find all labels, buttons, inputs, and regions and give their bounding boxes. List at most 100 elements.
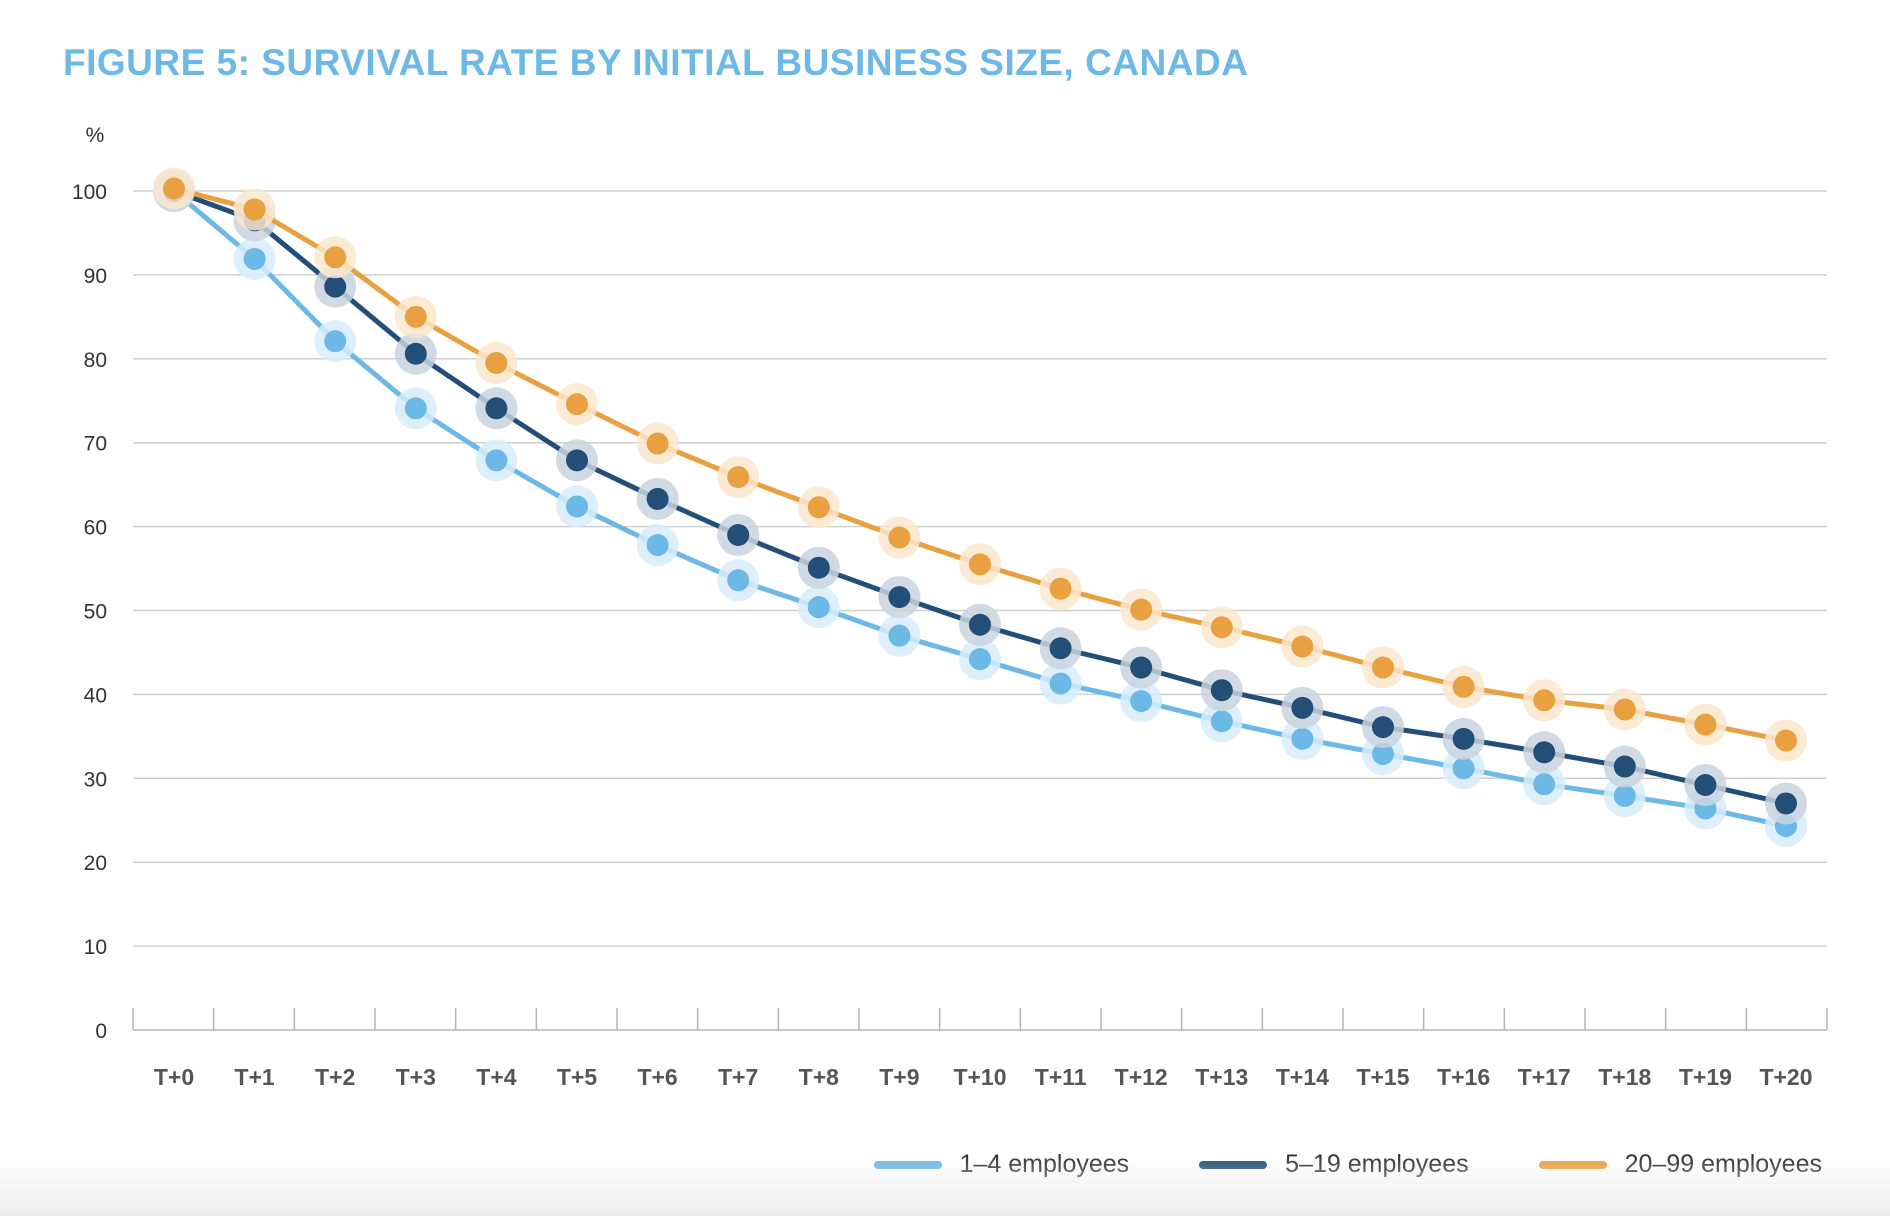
data-point	[1533, 773, 1556, 796]
x-tick-label: T+0	[154, 1064, 194, 1090]
data-point	[727, 523, 750, 546]
x-tick-label: T+20	[1759, 1064, 1812, 1090]
x-tick-label: T+6	[637, 1064, 677, 1090]
data-point	[1372, 742, 1394, 765]
x-tick-label: T+7	[718, 1064, 758, 1090]
y-tick-label: 90	[84, 265, 107, 288]
y-tick-label: 0	[95, 1020, 107, 1043]
data-point	[646, 432, 669, 455]
x-tick-label: T+8	[799, 1064, 839, 1090]
data-point	[485, 397, 508, 420]
data-point	[566, 449, 588, 472]
data-point	[1291, 727, 1314, 750]
series-line	[172, 189, 1787, 829]
y-tick-label: 60	[84, 517, 107, 540]
data-point	[1130, 690, 1153, 713]
data-point	[807, 496, 830, 519]
series-2	[153, 167, 1807, 762]
series-group	[153, 167, 1807, 848]
data-point	[1694, 774, 1717, 797]
data-point	[888, 526, 911, 549]
data-point	[807, 556, 830, 579]
data-point	[404, 342, 427, 365]
data-point	[646, 487, 669, 510]
data-point	[566, 393, 588, 416]
x-tick-label: T+17	[1518, 1064, 1571, 1090]
x-tick-label: T+3	[396, 1064, 436, 1090]
data-point	[324, 330, 347, 353]
data-point	[969, 553, 991, 576]
data-point	[1775, 729, 1797, 752]
y-axis: % 0 10 20 30 40 50 60 70 80 90 100	[72, 124, 107, 1043]
data-point	[807, 596, 830, 619]
data-point	[1452, 757, 1475, 780]
y-tick-label: 80	[84, 349, 107, 372]
x-tick-label: T+9	[879, 1064, 919, 1090]
y-tick-label: 20	[84, 852, 107, 875]
data-point	[1533, 741, 1556, 764]
y-tick-label: 30	[84, 768, 107, 791]
x-tick-label: T+15	[1356, 1064, 1409, 1090]
data-point	[1049, 577, 1072, 600]
data-point	[404, 305, 427, 328]
y-tick-label: 40	[84, 684, 107, 707]
data-point	[1452, 727, 1475, 750]
data-point	[243, 247, 266, 270]
data-point	[566, 495, 588, 518]
series-1	[153, 170, 1807, 825]
x-tick-label: T+14	[1276, 1064, 1329, 1090]
x-axis: T+0 T+1 T+2 T+3 T+4 T+5 T+6 T+7 T+8 T+9 T+10 T+11 T+…	[132, 1008, 1828, 1090]
chart-title: FIGURE 5: SURVIVAL RATE BY INITIAL BUSIN…	[63, 42, 1249, 83]
data-point	[1130, 656, 1153, 679]
y-tick-label: 70	[84, 433, 107, 456]
data-point	[888, 586, 911, 609]
data-point	[163, 177, 185, 200]
x-tick-label: T+19	[1679, 1064, 1732, 1090]
data-point	[485, 351, 508, 374]
data-point	[1210, 679, 1233, 702]
y-axis-label: %	[86, 124, 105, 147]
data-point	[1613, 698, 1636, 721]
data-point	[1533, 689, 1556, 712]
x-tick-label: T+16	[1437, 1064, 1490, 1090]
data-point	[969, 648, 991, 671]
data-point	[243, 198, 266, 221]
data-point	[1291, 696, 1314, 719]
y-tick-label: 50	[84, 601, 107, 624]
data-point	[1210, 710, 1233, 733]
data-point	[888, 624, 911, 647]
data-point	[404, 397, 427, 420]
data-point	[1291, 635, 1314, 658]
bottom-fade	[0, 1156, 1890, 1216]
x-tick-label: T+10	[953, 1064, 1006, 1090]
data-point	[969, 613, 991, 636]
y-tick-label: 100	[72, 181, 107, 204]
x-tick-label: T+13	[1195, 1064, 1248, 1090]
x-tick-label: T+12	[1115, 1064, 1168, 1090]
data-point	[324, 246, 347, 269]
data-point	[1372, 656, 1394, 679]
data-point	[1452, 675, 1475, 698]
x-tick-label: T+5	[557, 1064, 597, 1090]
data-point	[1613, 755, 1636, 778]
data-point	[485, 449, 508, 472]
data-point	[1613, 784, 1636, 807]
data-point	[727, 466, 750, 489]
data-point	[1049, 672, 1072, 695]
y-tick-label: 10	[84, 936, 107, 959]
x-tick-label: T+18	[1598, 1064, 1651, 1090]
data-point	[1694, 713, 1717, 736]
data-point	[1775, 792, 1797, 815]
data-point	[1372, 716, 1394, 739]
data-point	[324, 275, 347, 298]
x-tick-label: T+2	[315, 1064, 355, 1090]
data-point	[1130, 598, 1153, 621]
data-point	[1049, 637, 1072, 660]
x-tick-label: T+4	[476, 1064, 516, 1090]
x-tick-label: T+1	[234, 1064, 274, 1090]
x-tick-label: T+11	[1035, 1064, 1087, 1090]
data-point	[727, 569, 750, 592]
data-point	[646, 534, 669, 557]
data-point	[1210, 616, 1233, 639]
